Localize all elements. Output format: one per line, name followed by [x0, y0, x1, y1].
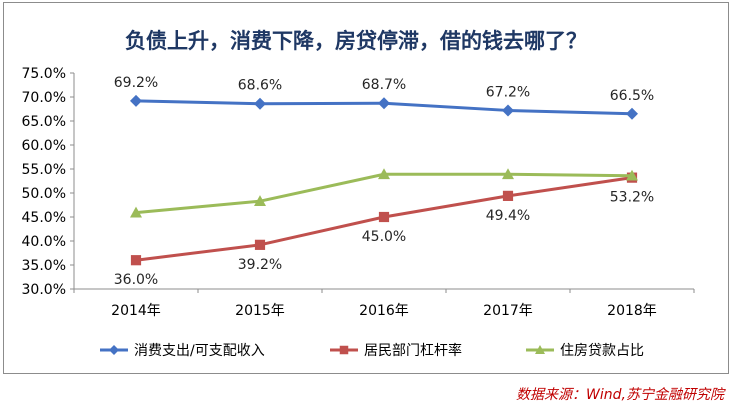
data-point	[378, 97, 390, 110]
chart-title: 负债上升，消费下降，房贷停滞，借的钱去哪了？	[125, 28, 587, 53]
axes: 30.0% 35.0% 40.0% 45.0% 50.0% 55.0% 60.0% 65.0%…	[22, 66, 695, 319]
legend-item-1: 消费支出/可支配收入	[100, 343, 265, 359]
data-point	[254, 239, 266, 250]
series-line	[135, 172, 633, 215]
data-point	[502, 104, 514, 117]
data-point	[626, 107, 638, 120]
y-tick-label: 30.0%	[22, 282, 66, 298]
data-labels: 69.2% 68.6% 68.7% 67.2% 66.5% 36.0% 39.2% 45.0%…	[114, 75, 654, 288]
data-label: 69.2%	[114, 75, 158, 91]
data-point	[130, 206, 142, 218]
data-point	[254, 195, 266, 206]
x-tick-label: 2018年	[607, 303, 657, 319]
x-tick-label: 2014年	[111, 303, 161, 319]
y-tick-label: 65.0%	[22, 114, 66, 130]
data-point	[378, 211, 390, 223]
legend-marker	[109, 345, 119, 355]
legend-marker	[535, 345, 545, 354]
legend-label: 消费支出/可支配收入	[134, 343, 265, 359]
series-1	[130, 94, 638, 120]
x-tick-label: 2016年	[359, 303, 409, 319]
data-label: 36.0%	[114, 272, 158, 288]
y-tick-label: 50.0%	[22, 186, 66, 202]
y-tick-label: 60.0%	[22, 138, 66, 154]
source-note: 数据来源：Wind,苏宁金融研究院	[516, 387, 724, 403]
data-label: 49.4%	[486, 208, 530, 224]
data-point	[130, 94, 142, 107]
chart-frame: 负债上升，消费下降，房贷停滞，借的钱去哪了？ 30.0% 35.0% 40.0% 45…	[3, 2, 729, 374]
data-point	[378, 168, 390, 180]
y-tick-label: 40.0%	[22, 234, 66, 250]
y-tick-label: 55.0%	[22, 162, 66, 178]
series-3	[130, 168, 638, 218]
line-chart: 负债上升，消费下降，房贷停滞，借的钱去哪了？ 30.0% 35.0% 40.0% 45…	[22, 28, 695, 359]
legend-marker	[339, 345, 349, 355]
legend-item-3: 住房贷款占比	[526, 343, 644, 359]
series-2	[130, 172, 638, 266]
y-tick-label: 70.0%	[22, 90, 66, 106]
x-tick-label: 2015年	[235, 303, 285, 319]
data-label: 53.2%	[610, 190, 654, 206]
data-point	[130, 255, 142, 266]
data-label: 68.6%	[238, 78, 282, 94]
legend-item-2: 居民部门杠杆率	[330, 342, 462, 359]
legend-label: 居民部门杠杆率	[364, 342, 462, 359]
data-label: 67.2%	[486, 84, 530, 100]
legend-label: 住房贷款占比	[560, 343, 644, 359]
data-label: 68.7%	[362, 77, 406, 93]
data-label: 66.5%	[610, 88, 654, 104]
data-point	[502, 190, 514, 201]
data-label: 39.2%	[238, 257, 282, 273]
data-point	[254, 97, 266, 110]
y-tick-label: 75.0%	[22, 66, 66, 82]
y-tick-label: 35.0%	[22, 258, 66, 274]
y-tick-label: 45.0%	[22, 210, 66, 226]
legend: 消费支出/可支配收入 居民部门杠杆率 住房贷款占比	[100, 342, 644, 359]
series-layer	[130, 94, 638, 266]
x-tick-label: 2017年	[483, 303, 533, 319]
data-point	[502, 168, 514, 180]
data-point	[626, 169, 638, 181]
data-label: 45.0%	[362, 229, 406, 245]
